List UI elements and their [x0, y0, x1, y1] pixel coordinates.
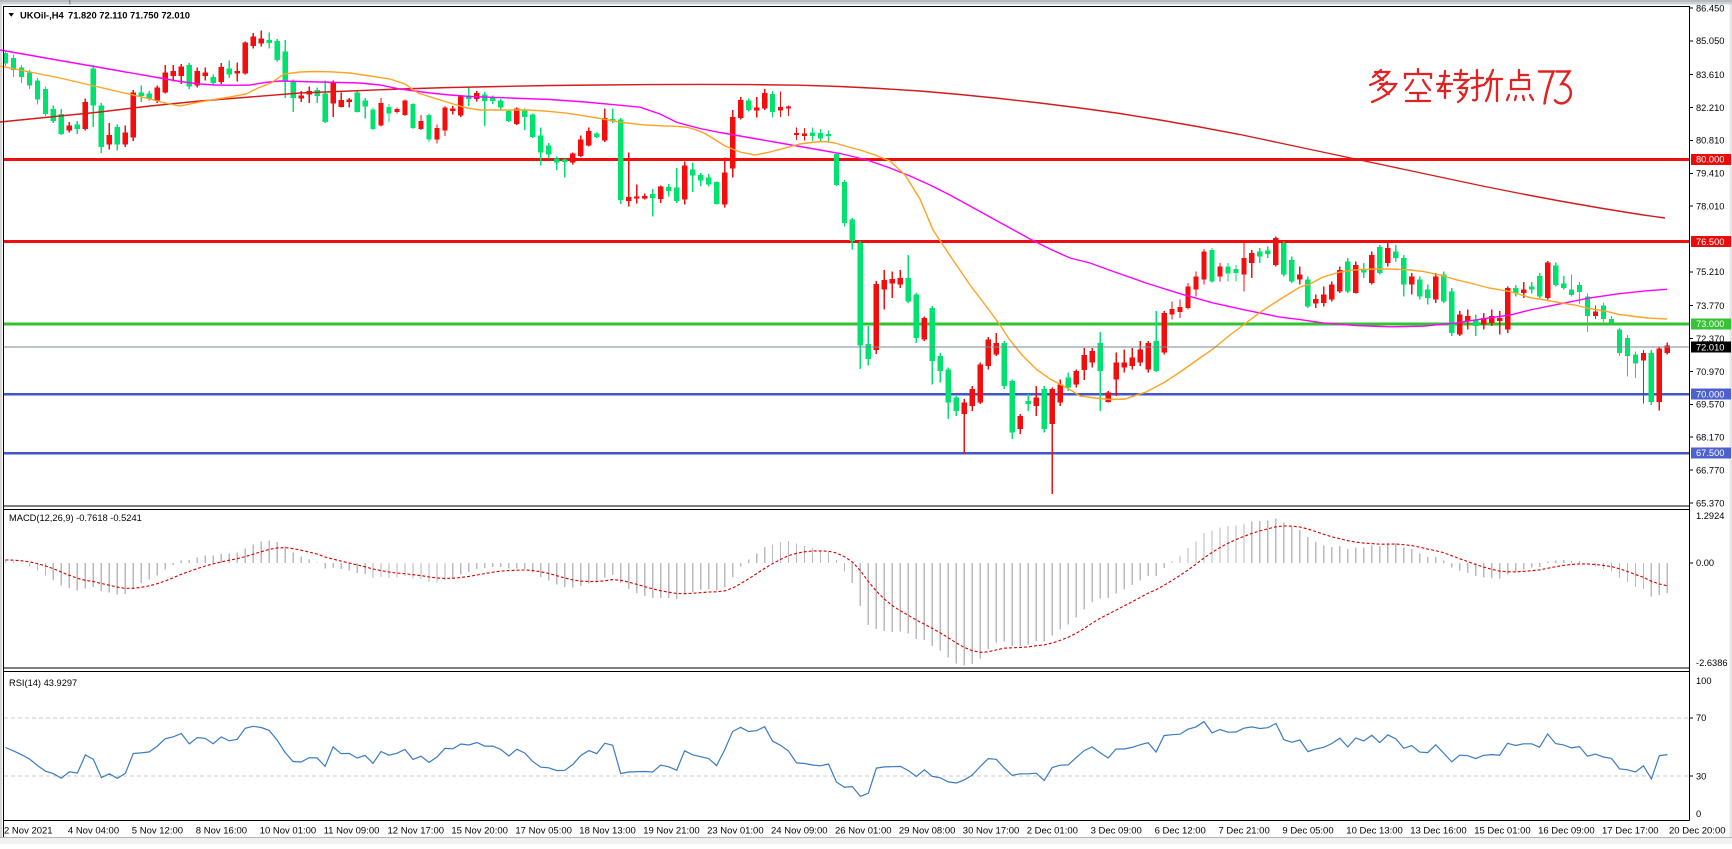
svg-text:18 Nov 13:00: 18 Nov 13:00	[579, 826, 636, 837]
svg-text:19 Nov 21:00: 19 Nov 21:00	[643, 826, 700, 837]
svg-text:MACD(12,26,9) -0.7618 -0.5241: MACD(12,26,9) -0.7618 -0.5241	[9, 513, 142, 523]
svg-text:RSI(14) 43.9297: RSI(14) 43.9297	[9, 678, 77, 688]
svg-text:20 Dec 20:00: 20 Dec 20:00	[1669, 826, 1726, 837]
svg-text:2 Nov 2021: 2 Nov 2021	[4, 826, 53, 837]
svg-text:82.210: 82.210	[1696, 103, 1724, 113]
svg-text:86.450: 86.450	[1696, 3, 1724, 13]
svg-text:26 Nov 01:00: 26 Nov 01:00	[835, 826, 892, 837]
svg-text:5 Nov 12:00: 5 Nov 12:00	[132, 826, 183, 837]
svg-text:10 Nov 01:00: 10 Nov 01:00	[260, 826, 317, 837]
svg-text:70.000: 70.000	[1696, 390, 1724, 400]
svg-text:69.570: 69.570	[1696, 400, 1724, 410]
svg-text:17 Dec 17:00: 17 Dec 17:00	[1602, 826, 1659, 837]
svg-text:23 Nov 01:00: 23 Nov 01:00	[707, 826, 764, 837]
svg-text:70: 70	[1696, 713, 1706, 723]
svg-text:9 Dec 05:00: 9 Dec 05:00	[1282, 826, 1333, 837]
svg-text:100: 100	[1696, 676, 1712, 686]
svg-text:67.500: 67.500	[1696, 448, 1724, 458]
svg-text:65.370: 65.370	[1696, 498, 1724, 508]
svg-text:4 Nov 04:00: 4 Nov 04:00	[68, 826, 119, 837]
svg-text:72.010: 72.010	[1696, 342, 1724, 352]
svg-text:16 Dec 09:00: 16 Dec 09:00	[1538, 826, 1595, 837]
svg-text:30 Nov 17:00: 30 Nov 17:00	[963, 826, 1020, 837]
svg-text:75.210: 75.210	[1696, 267, 1724, 277]
svg-text:73.000: 73.000	[1696, 319, 1724, 329]
svg-text:0.00: 0.00	[1696, 558, 1714, 568]
svg-text:78.010: 78.010	[1696, 202, 1724, 212]
svg-text:10 Dec 13:00: 10 Dec 13:00	[1346, 826, 1403, 837]
svg-text:73.770: 73.770	[1696, 301, 1724, 311]
svg-text:UKOil-,H4: UKOil-,H4	[20, 9, 65, 20]
svg-text:80.000: 80.000	[1696, 155, 1724, 165]
svg-text:79.410: 79.410	[1696, 169, 1724, 179]
svg-text:11 Nov 09:00: 11 Nov 09:00	[324, 826, 380, 837]
svg-text:17 Nov 05:00: 17 Nov 05:00	[515, 826, 572, 837]
svg-text:1.2924: 1.2924	[1696, 511, 1724, 521]
svg-text:-2.6386: -2.6386	[1696, 658, 1728, 668]
svg-text:71.820 72.110 71.750 72.010: 71.820 72.110 71.750 72.010	[68, 9, 190, 20]
svg-text:15 Nov 20:00: 15 Nov 20:00	[451, 826, 508, 837]
svg-text:6 Dec 12:00: 6 Dec 12:00	[1155, 826, 1206, 837]
svg-text:76.500: 76.500	[1696, 237, 1724, 247]
svg-text:2 Dec 01:00: 2 Dec 01:00	[1027, 826, 1078, 837]
svg-text:30: 30	[1696, 772, 1706, 782]
svg-text:8 Nov 16:00: 8 Nov 16:00	[196, 826, 247, 837]
svg-text:7 Dec 21:00: 7 Dec 21:00	[1219, 826, 1270, 837]
svg-text:70.970: 70.970	[1696, 367, 1724, 377]
svg-text:15 Dec 01:00: 15 Dec 01:00	[1474, 826, 1531, 837]
svg-text:12 Nov 17:00: 12 Nov 17:00	[388, 826, 445, 837]
svg-text:13 Dec 16:00: 13 Dec 16:00	[1410, 826, 1467, 837]
svg-text:3 Dec 09:00: 3 Dec 09:00	[1091, 826, 1142, 837]
svg-text:85.050: 85.050	[1696, 36, 1724, 46]
svg-text:80.810: 80.810	[1696, 136, 1724, 146]
svg-text:29 Nov 08:00: 29 Nov 08:00	[899, 826, 956, 837]
svg-text:0: 0	[1696, 809, 1701, 819]
svg-text:68.170: 68.170	[1696, 433, 1724, 443]
svg-text:83.610: 83.610	[1696, 70, 1724, 80]
svg-text:24 Nov 09:00: 24 Nov 09:00	[771, 826, 828, 837]
svg-text:66.770: 66.770	[1696, 465, 1724, 475]
